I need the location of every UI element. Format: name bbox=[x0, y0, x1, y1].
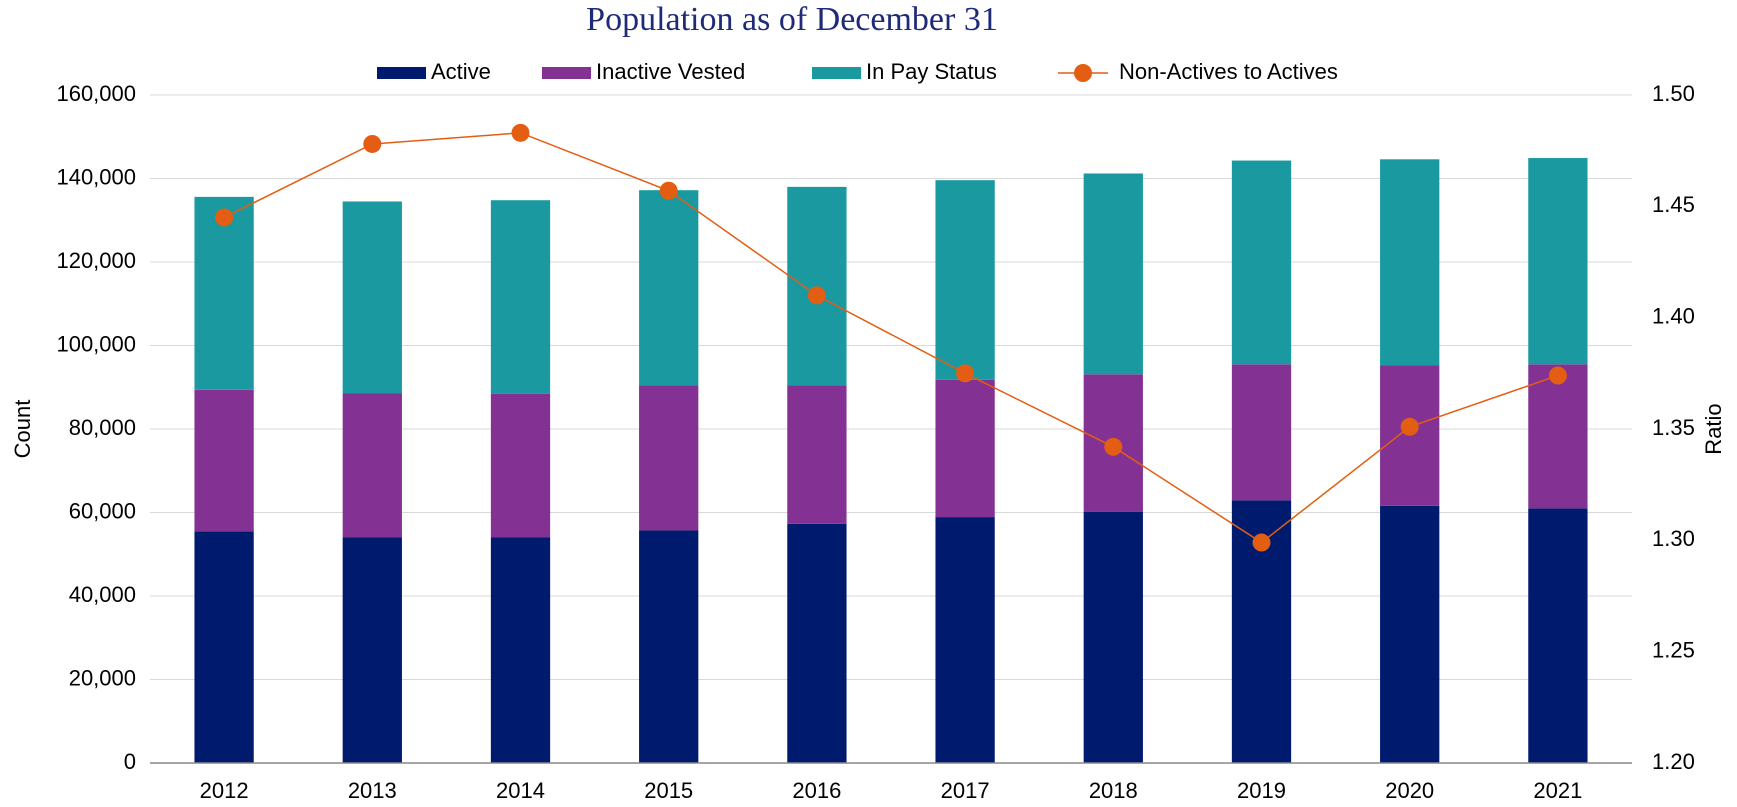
y2-tick-label: 1.50 bbox=[1652, 81, 1695, 106]
bar-segment bbox=[787, 385, 847, 524]
ratio-marker bbox=[659, 181, 678, 200]
y-tick-label: 140,000 bbox=[56, 164, 136, 189]
legend-swatch bbox=[377, 67, 426, 79]
x-tick-label: 2015 bbox=[644, 778, 693, 803]
x-tick-label: 2016 bbox=[792, 778, 841, 803]
x-tick-label: 2018 bbox=[1089, 778, 1138, 803]
ratio-marker bbox=[956, 364, 975, 383]
bar-segment bbox=[490, 393, 551, 538]
bar-segment bbox=[194, 531, 254, 763]
bar-segment bbox=[787, 186, 847, 386]
bar-segment bbox=[1528, 158, 1588, 365]
legend-swatch bbox=[812, 67, 861, 79]
bar-segment bbox=[490, 200, 551, 394]
bar-segment bbox=[1528, 508, 1588, 763]
y2-tick-label: 1.40 bbox=[1652, 303, 1695, 328]
y2-tick-label: 1.35 bbox=[1652, 415, 1695, 440]
y-axis-label: Count bbox=[10, 400, 35, 459]
bar-segment bbox=[1380, 159, 1440, 366]
bar-segment bbox=[935, 379, 995, 518]
bar-segment bbox=[1528, 364, 1588, 509]
legend-label: Active bbox=[431, 59, 491, 84]
ratio-line bbox=[223, 132, 1559, 544]
bar-segment bbox=[194, 389, 254, 532]
y2-tick-label: 1.25 bbox=[1652, 637, 1695, 662]
bar-segment bbox=[935, 180, 995, 380]
y-tick-label: 0 bbox=[124, 749, 136, 774]
bar-segment bbox=[342, 201, 402, 394]
bar-segment bbox=[1380, 505, 1440, 763]
bar-segment bbox=[1231, 364, 1292, 501]
y-tick-label: 80,000 bbox=[69, 415, 136, 440]
bar-segment bbox=[787, 523, 847, 763]
legend-label: In Pay Status bbox=[866, 59, 997, 84]
x-tick-label: 2019 bbox=[1237, 778, 1286, 803]
x-tick-label: 2020 bbox=[1385, 778, 1434, 803]
legend-swatch bbox=[542, 67, 591, 79]
chart-title: Population as of December 31 bbox=[586, 1, 998, 38]
legend-label: Non-Actives to Actives bbox=[1119, 59, 1338, 84]
x-tick-label: 2012 bbox=[200, 778, 249, 803]
ratio-marker bbox=[807, 286, 826, 305]
legend-marker bbox=[1074, 64, 1092, 82]
bar-segment bbox=[935, 517, 995, 763]
ratio-marker bbox=[1548, 366, 1567, 385]
bar-segment bbox=[1083, 511, 1143, 763]
x-tick-label: 2021 bbox=[1533, 778, 1582, 803]
ratio-marker bbox=[215, 208, 234, 227]
y-tick-label: 20,000 bbox=[69, 665, 136, 690]
y-tick-label: 160,000 bbox=[56, 81, 136, 106]
y2-tick-label: 1.20 bbox=[1652, 749, 1695, 774]
y-tick-label: 120,000 bbox=[56, 248, 136, 273]
ratio-marker bbox=[1400, 417, 1419, 436]
y2-tick-label: 1.45 bbox=[1652, 192, 1695, 217]
ratio-marker bbox=[363, 134, 382, 153]
bar-segment bbox=[1083, 173, 1143, 375]
bar-segment bbox=[639, 190, 699, 386]
x-tick-label: 2017 bbox=[941, 778, 990, 803]
y-tick-label: 40,000 bbox=[69, 582, 136, 607]
x-tick-label: 2014 bbox=[496, 778, 545, 803]
bar-segment bbox=[639, 530, 699, 763]
bar-segment bbox=[490, 537, 551, 763]
y2-tick-label: 1.30 bbox=[1652, 526, 1695, 551]
y-tick-label: 60,000 bbox=[69, 498, 136, 523]
ratio-marker bbox=[511, 123, 530, 142]
bar-segment bbox=[194, 196, 254, 390]
ratio-marker bbox=[1104, 437, 1123, 456]
legend-label: Inactive Vested bbox=[596, 59, 745, 84]
y2-axis-label: Ratio bbox=[1701, 403, 1726, 454]
ratio-marker bbox=[1252, 533, 1271, 552]
bar-segment bbox=[342, 393, 402, 538]
y-tick-label: 100,000 bbox=[56, 331, 136, 356]
bar-segment bbox=[639, 385, 699, 531]
bar-segment bbox=[342, 537, 402, 763]
bar-segment bbox=[1231, 160, 1292, 365]
x-tick-label: 2013 bbox=[348, 778, 397, 803]
